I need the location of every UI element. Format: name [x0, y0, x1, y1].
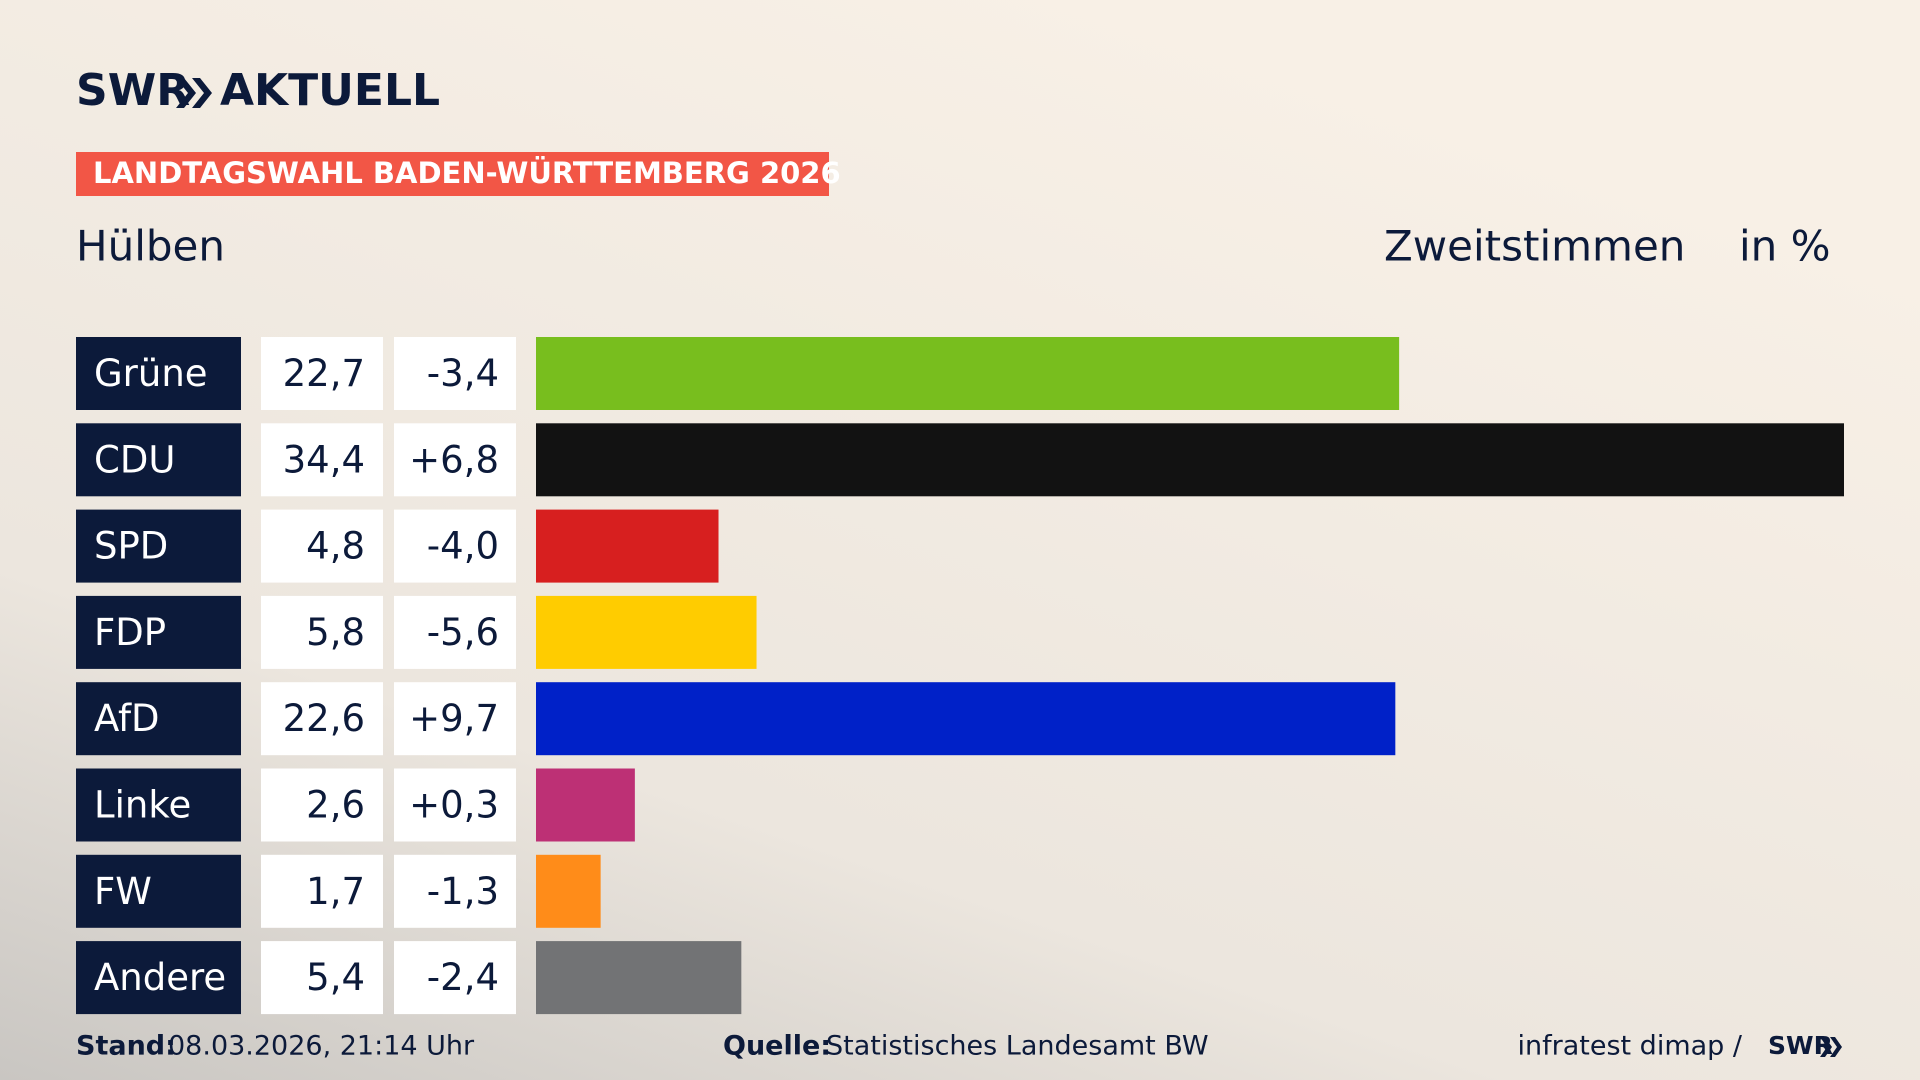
value-box: [261, 595, 383, 669]
party-box: [76, 941, 241, 1015]
footer-chevrons: [1820, 1037, 1842, 1057]
value-box: [261, 854, 383, 928]
party-label: FDP: [94, 611, 166, 654]
value-label: 5,4: [306, 956, 365, 999]
party-label: SPD: [94, 525, 168, 568]
party-box: [76, 768, 241, 842]
change-box: [394, 423, 516, 497]
change-label: -1,3: [427, 870, 499, 913]
change-box: [394, 768, 516, 842]
logo: SWR: [76, 65, 190, 116]
pollster: infratest dimap /: [1517, 1031, 1742, 1062]
change-label: -4,0: [427, 525, 499, 568]
bar: [536, 682, 1396, 756]
value-label: 22,6: [283, 697, 365, 740]
change-label: +6,8: [409, 438, 499, 481]
bar: [536, 337, 1400, 410]
party-label: CDU: [94, 438, 175, 481]
location: Hülben: [76, 222, 225, 271]
party-box: [76, 595, 241, 669]
value-label: 22,7: [283, 352, 365, 395]
value-label: 2,6: [306, 784, 365, 827]
bar: [536, 941, 742, 1015]
change-box: [394, 337, 516, 410]
bar: [536, 509, 719, 583]
change-label: -3,4: [427, 352, 499, 395]
source-label: Quelle:: [723, 1031, 831, 1062]
party-box: [76, 509, 241, 583]
change-box: [394, 941, 516, 1015]
value-label: 34,4: [283, 438, 365, 481]
banner: LANDTAGSWAHL BADEN-WÜRTTEMBERG 2026: [93, 156, 841, 190]
logo-chevrons: [176, 78, 212, 108]
bar: [536, 595, 757, 669]
value-box: [261, 337, 383, 410]
source: Statistisches Landesamt BW: [826, 1031, 1209, 1062]
party-label: FW: [94, 870, 152, 913]
party-label: AfD: [94, 697, 160, 740]
change-label: -2,4: [427, 956, 499, 999]
rows: Grüne 22,7 -3,4 CDU 34,4 +6,8 SPD 4,8 -4,0 FDP 5,8…: [76, 337, 1844, 1015]
party-box: [76, 423, 241, 497]
value-box: [261, 768, 383, 842]
banner-bg: [76, 152, 829, 196]
change-box: [394, 854, 516, 928]
party-label: Linke: [94, 784, 191, 827]
bar: [536, 423, 1844, 497]
value-label: 1,7: [306, 870, 365, 913]
unit: in %: [1739, 222, 1831, 271]
subtitle: Zweitstimmen: [1384, 222, 1685, 271]
value-box: [261, 423, 383, 497]
change-label: -5,6: [427, 611, 499, 654]
bar: [536, 854, 601, 928]
party-box: [76, 337, 241, 410]
bar: [536, 768, 635, 842]
party-label: Andere: [94, 956, 226, 999]
party-label: Grüne: [94, 352, 208, 395]
brand: AKTUELL: [220, 65, 440, 116]
value-label: 5,8: [306, 611, 365, 654]
change-label: +9,7: [409, 697, 499, 740]
party-box: [76, 682, 241, 756]
value-label: 4,8: [306, 525, 365, 568]
change-box: [394, 509, 516, 583]
change-box: [394, 682, 516, 756]
party-box: [76, 854, 241, 928]
change-label: +0,3: [409, 784, 499, 827]
stand-label: Stand:: [76, 1031, 176, 1062]
value-box: [261, 509, 383, 583]
value-box: [261, 682, 383, 756]
stand: 08.03.2026, 21:14 Uhr: [168, 1031, 475, 1062]
value-box: [261, 941, 383, 1015]
change-box: [394, 595, 516, 669]
